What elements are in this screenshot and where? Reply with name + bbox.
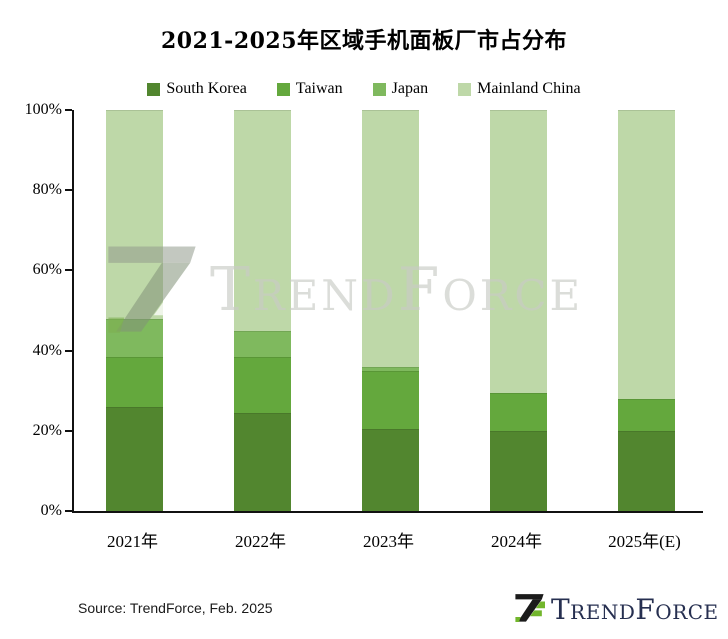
legend-item-japan: Japan	[372, 80, 429, 98]
bar-2025-e	[618, 110, 675, 511]
x-axis-label-2021: 2021年	[107, 532, 158, 551]
segment-taiwan-2025-e	[618, 398, 675, 431]
plot-area	[72, 110, 703, 513]
legend-swatch-taiwan	[276, 82, 290, 96]
segment-japan-2021	[106, 318, 163, 357]
segment-japan-2023	[362, 366, 419, 371]
chart-title: 2021-2025年区域手机面板厂市占分布	[160, 28, 568, 54]
segment-taiwan-2021	[106, 356, 163, 407]
x-axis-label-2025-e: 2025年(E)	[608, 532, 681, 551]
segment-mainland-china-2022	[234, 110, 291, 331]
legend-label: Japan	[391, 80, 429, 97]
legend-swatch-japan	[372, 82, 386, 96]
source-note: Source: TrendForce, Feb. 2025	[78, 600, 273, 616]
segment-south-korea-2021	[106, 406, 163, 511]
y-axis-tick	[65, 349, 72, 352]
trendforce-logo-text: TrendForce	[551, 593, 719, 626]
segment-mainland-china-2024	[490, 110, 547, 393]
segment-south-korea-2023	[362, 428, 419, 511]
y-axis-label-20: 20%	[32, 421, 62, 439]
legend-swatch-mainland-china	[458, 82, 472, 96]
y-axis-tick	[65, 429, 72, 432]
x-axis-label-2024: 2024年	[491, 532, 542, 551]
y-axis-label-80: 80%	[32, 181, 62, 199]
y-axis-tick	[65, 269, 72, 272]
segment-japan-2022	[234, 330, 291, 357]
trendforce-logo-icon	[514, 592, 545, 628]
y-axis-tick	[65, 510, 72, 512]
segment-mainland-china-2025-e	[618, 110, 675, 399]
bar-2023	[362, 110, 419, 511]
y-axis-tick	[65, 109, 72, 111]
segment-taiwan-2024	[490, 392, 547, 431]
bar-2024	[490, 110, 547, 511]
segment-south-korea-2022	[234, 412, 291, 511]
segment-mainland-china-2023	[362, 110, 419, 367]
legend-item-taiwan: Taiwan	[276, 80, 343, 98]
y-axis-label-100: 100%	[24, 101, 62, 118]
x-axis-label-2022: 2022年	[235, 532, 286, 551]
segment-taiwan-2022	[234, 356, 291, 413]
legend-item-south-korea: South Korea	[147, 80, 247, 98]
bar-2022	[234, 110, 291, 511]
legend-label: South Korea	[166, 80, 247, 97]
legend-item-mainland-china: Mainland China	[458, 80, 581, 98]
legend-swatch-south-korea	[147, 82, 161, 96]
y-axis-label-0: 0%	[40, 502, 62, 519]
trendforce-logo: TrendForce	[514, 592, 719, 628]
segment-south-korea-2025-e	[618, 430, 675, 511]
legend-label: Mainland China	[477, 80, 581, 97]
legend-label: Taiwan	[295, 80, 343, 97]
bar-2021	[106, 110, 163, 511]
segment-south-korea-2024	[490, 430, 547, 511]
y-axis-label-40: 40%	[32, 341, 62, 359]
y-axis-tick	[65, 189, 72, 192]
segment-taiwan-2023	[362, 370, 419, 429]
legend: South Korea Taiwan Japan Mainland China	[0, 80, 728, 98]
x-axis-label-2023: 2023年	[363, 532, 414, 551]
segment-mainland-china-2021	[106, 110, 163, 319]
y-axis-label-60: 60%	[32, 261, 62, 279]
